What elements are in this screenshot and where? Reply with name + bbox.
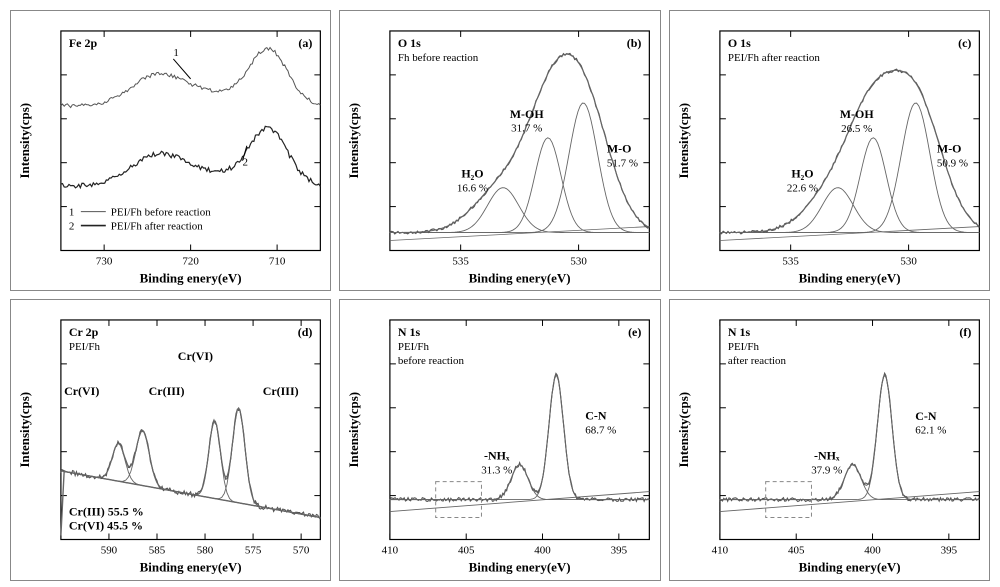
- svg-text:after reaction: after reaction: [728, 355, 787, 367]
- panel-e: 410 405 400 395 Binding enery(eV) Intensity(c…: [339, 299, 660, 580]
- svg-text:400: 400: [864, 545, 881, 557]
- svg-text:530: 530: [571, 255, 588, 267]
- svg-text:Cr(VI) 45.5 %: Cr(VI) 45.5 %: [69, 519, 143, 533]
- panel-a: 730 720 710 Binding enery(eV) Intensity(cps)…: [10, 10, 331, 291]
- svg-text:1: 1: [173, 47, 178, 59]
- svg-text:Cr 2p: Cr 2p: [69, 325, 99, 339]
- svg-text:Fh before reaction: Fh before reaction: [398, 52, 479, 64]
- svg-text:(a): (a): [298, 36, 312, 50]
- svg-text:(f): (f): [959, 325, 971, 339]
- svg-text:H₂O: H₂O: [462, 167, 484, 181]
- svg-text:Binding enery(eV): Binding enery(eV): [798, 560, 900, 575]
- panel-b: 535 530Binding enery(eV) Intensity(cps) O 1…: [339, 10, 660, 291]
- svg-text:N 1s: N 1s: [398, 325, 421, 339]
- svg-text:51.7 %: 51.7 %: [607, 158, 638, 170]
- svg-text:Intensity(cps): Intensity(cps): [676, 392, 691, 468]
- svg-text:Cr(III): Cr(III): [149, 384, 185, 398]
- svg-text:H₂O: H₂O: [791, 167, 813, 181]
- svg-text:37.9 %: 37.9 %: [811, 465, 842, 477]
- panel-grid: 730 720 710 Binding enery(eV) Intensity(cps)…: [10, 10, 990, 577]
- svg-text:50.9 %: 50.9 %: [937, 158, 968, 170]
- svg-text:(d): (d): [298, 325, 313, 339]
- svg-text:Intensity(cps): Intensity(cps): [17, 103, 32, 179]
- svg-text:410: 410: [382, 545, 399, 557]
- svg-text:710: 710: [269, 255, 286, 267]
- svg-text:Binding enery(eV): Binding enery(eV): [140, 560, 242, 575]
- svg-text:M-OH: M-OH: [510, 107, 545, 121]
- svg-text:26.5 %: 26.5 %: [841, 123, 872, 135]
- svg-text:Binding enery(eV): Binding enery(eV): [798, 270, 900, 285]
- svg-text:535: 535: [782, 255, 799, 267]
- svg-text:585: 585: [149, 545, 166, 557]
- svg-text:M-O: M-O: [607, 142, 632, 156]
- svg-text:31.3 %: 31.3 %: [482, 465, 513, 477]
- svg-text:405: 405: [458, 545, 475, 557]
- svg-text:31.7 %: 31.7 %: [511, 123, 542, 135]
- svg-text:575: 575: [245, 545, 262, 557]
- svg-text:C-N: C-N: [915, 409, 937, 423]
- svg-text:410: 410: [711, 545, 728, 557]
- svg-text:570: 570: [293, 545, 310, 557]
- svg-text:62.1 %: 62.1 %: [915, 425, 946, 437]
- svg-text:16.6 %: 16.6 %: [457, 183, 488, 195]
- svg-text:PEI/Fh: PEI/Fh: [69, 341, 101, 353]
- svg-text:Fe 2p: Fe 2p: [69, 36, 98, 50]
- svg-text:PEI/Fh after reaction: PEI/Fh after reaction: [111, 221, 203, 233]
- svg-text:Cr(III) 55.5 %: Cr(III) 55.5 %: [69, 505, 144, 519]
- svg-text:Binding enery(eV): Binding enery(eV): [140, 270, 242, 285]
- svg-text:395: 395: [611, 545, 628, 557]
- svg-text:580: 580: [197, 545, 214, 557]
- svg-text:O 1s: O 1s: [398, 36, 421, 50]
- svg-text:PEI/Fh before reaction: PEI/Fh before reaction: [111, 207, 211, 219]
- svg-text:Intensity(cps): Intensity(cps): [346, 392, 361, 468]
- panel-f: 410 405 400 395 Binding enery(eV) Intensity(c…: [669, 299, 990, 580]
- svg-text:before reaction: before reaction: [398, 355, 465, 367]
- panel-d: 590 585 580 575 570 Binding enery(eV) Intensit…: [10, 299, 331, 580]
- svg-text:PEI/Fh after reaction: PEI/Fh after reaction: [728, 52, 820, 64]
- svg-text:405: 405: [788, 545, 805, 557]
- svg-text:400: 400: [535, 545, 552, 557]
- svg-text:720: 720: [182, 255, 199, 267]
- svg-text:68.7 %: 68.7 %: [586, 425, 617, 437]
- svg-text:Binding enery(eV): Binding enery(eV): [469, 560, 571, 575]
- svg-text:Cr(VI): Cr(VI): [178, 349, 213, 363]
- svg-text:535: 535: [453, 255, 470, 267]
- svg-text:M-OH: M-OH: [839, 107, 874, 121]
- svg-text:Intensity(cps): Intensity(cps): [676, 103, 691, 179]
- svg-text:-NHₓ: -NHₓ: [814, 449, 840, 463]
- panel-c: 535 530Binding enery(eV) Intensity(cps) O 1…: [669, 10, 990, 291]
- svg-text:C-N: C-N: [586, 409, 608, 423]
- svg-text:2: 2: [69, 221, 74, 233]
- svg-text:N 1s: N 1s: [728, 325, 751, 339]
- svg-text:M-O: M-O: [937, 142, 962, 156]
- svg-text:590: 590: [101, 545, 118, 557]
- svg-text:PEI/Fh: PEI/Fh: [728, 341, 760, 353]
- svg-text:Cr(VI): Cr(VI): [64, 384, 99, 398]
- svg-text:Intensity(cps): Intensity(cps): [346, 103, 361, 179]
- svg-text:Cr(III): Cr(III): [263, 384, 299, 398]
- svg-text:-NHₓ: -NHₓ: [484, 449, 510, 463]
- svg-text:Binding enery(eV): Binding enery(eV): [469, 270, 571, 285]
- svg-text:1: 1: [69, 207, 74, 219]
- svg-text:O 1s: O 1s: [728, 36, 751, 50]
- svg-text:Intensity(cps): Intensity(cps): [17, 392, 32, 468]
- svg-text:(b): (b): [627, 36, 642, 50]
- svg-text:(e): (e): [628, 325, 641, 339]
- svg-text:530: 530: [900, 255, 917, 267]
- svg-text:730: 730: [96, 255, 113, 267]
- svg-text:395: 395: [940, 545, 957, 557]
- svg-text:PEI/Fh: PEI/Fh: [398, 341, 430, 353]
- svg-text:22.6 %: 22.6 %: [787, 183, 818, 195]
- svg-text:(c): (c): [958, 36, 971, 50]
